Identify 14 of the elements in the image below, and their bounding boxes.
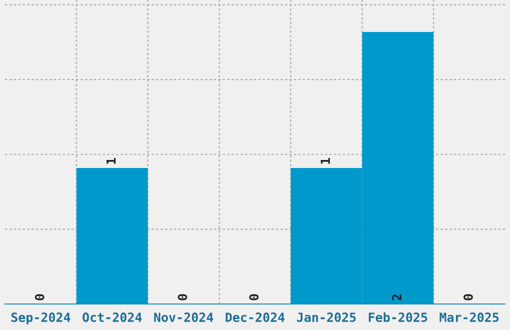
data-label: 2 <box>392 294 402 300</box>
x-tick-label: Feb-2025 <box>368 312 428 322</box>
data-label: 1 <box>320 158 330 164</box>
x-tick-label: Mar-2025 <box>440 312 499 322</box>
data-label: 0 <box>249 294 259 300</box>
x-tick-label: Jan-2025 <box>296 312 356 322</box>
data-label: 0 <box>463 294 473 300</box>
data-label: 0 <box>34 294 44 300</box>
x-tick-label: Nov-2024 <box>154 312 214 322</box>
x-tick-label: Sep-2024 <box>11 312 70 324</box>
x-tick-label: Dec-2024 <box>226 312 285 322</box>
data-label: 1 <box>106 158 116 164</box>
data-label: 0 <box>178 294 188 300</box>
x-tick-label: Oct-2024 <box>82 312 142 322</box>
